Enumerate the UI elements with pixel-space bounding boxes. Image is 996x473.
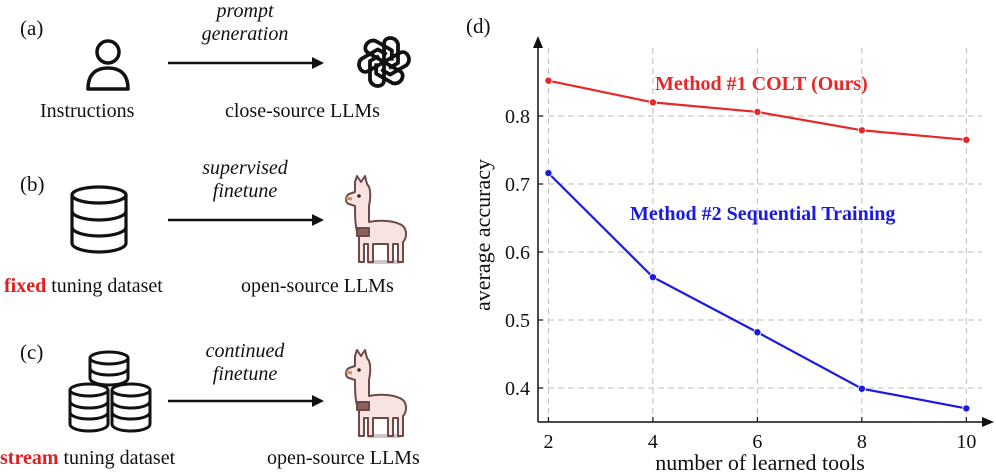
database-stack-icon bbox=[68, 350, 152, 433]
panel-b-arrow-text-line2: finetune bbox=[212, 180, 278, 202]
data-point bbox=[544, 76, 553, 85]
x-tick-label: 4 bbox=[648, 431, 658, 453]
y-axis-arrowhead bbox=[533, 36, 543, 48]
data-point bbox=[753, 107, 762, 116]
panel-a-arrow-text-line2: generation bbox=[201, 23, 289, 45]
panel-c-arrow-text-line1: continued bbox=[205, 340, 285, 362]
y-tick-label: 0.5 bbox=[505, 310, 530, 332]
data-point bbox=[648, 98, 657, 107]
y-tick-label: 0.8 bbox=[505, 106, 530, 128]
y-tick-label: 0.6 bbox=[505, 242, 530, 264]
panel-b-right-caption: open-source LLMs bbox=[241, 275, 394, 297]
panel-b-label: (b) bbox=[20, 172, 45, 196]
openai-logo-icon bbox=[354, 35, 414, 89]
llama-icon bbox=[345, 175, 407, 264]
llama-icon bbox=[345, 349, 407, 438]
panel-c-left-caption: stream tuning dataset bbox=[0, 447, 175, 470]
panel-a-arrow-text: prompt generation bbox=[170, 0, 320, 46]
y-axis-label: average accuracy bbox=[470, 159, 495, 311]
database-icon bbox=[70, 185, 128, 254]
x-tick-label: 2 bbox=[543, 431, 553, 453]
series-label: Method #1 COLT (Ours) bbox=[655, 73, 868, 95]
panel-b-caption-highlight: fixed bbox=[4, 275, 47, 297]
data-point bbox=[962, 404, 971, 413]
panel-c-arrow-text: continued finetune bbox=[170, 340, 320, 386]
data-point bbox=[648, 273, 657, 282]
panel-b-arrow-text: supervised finetune bbox=[170, 157, 320, 203]
panel-b-arrow bbox=[168, 214, 324, 226]
y-tick-label: 0.4 bbox=[505, 378, 530, 400]
panel-a-left-caption: Instructions bbox=[40, 100, 135, 122]
series-label: Method #2 Sequential Training bbox=[630, 203, 895, 225]
panel-a-right-caption: close-source LLMs bbox=[225, 100, 380, 122]
user-icon bbox=[86, 39, 130, 91]
data-point bbox=[857, 126, 866, 135]
panel-a-label: (a) bbox=[20, 16, 44, 40]
panel-c-right-caption: open-source LLMs bbox=[267, 447, 420, 469]
y-tick-label: 0.7 bbox=[505, 174, 530, 196]
data-point bbox=[962, 135, 971, 144]
panel-b-caption-rest: tuning dataset bbox=[46, 275, 163, 297]
x-tick-label: 6 bbox=[752, 431, 762, 453]
panel-c-caption-rest: tuning dataset bbox=[58, 447, 176, 469]
data-point bbox=[857, 384, 866, 393]
panel-a-arrow-text-line1: prompt bbox=[216, 0, 274, 22]
panel-d-label: (d) bbox=[466, 14, 491, 38]
panel-a-arrow bbox=[168, 57, 324, 69]
panel-c-arrow-text-line2: finetune bbox=[212, 363, 278, 385]
panel-c-caption-highlight: stream bbox=[0, 447, 59, 469]
data-point bbox=[753, 328, 762, 337]
panel-c-label: (c) bbox=[20, 340, 44, 364]
x-tick-label: 8 bbox=[857, 431, 867, 453]
panel-c-arrow bbox=[168, 395, 324, 407]
data-point bbox=[544, 169, 553, 178]
panel-b-arrow-text-line1: supervised bbox=[202, 157, 288, 179]
panel-b-left-caption: fixed tuning dataset bbox=[4, 275, 163, 298]
x-axis-arrowhead bbox=[982, 417, 994, 427]
x-axis-label: number of learned tools bbox=[655, 450, 865, 473]
x-tick-label: 10 bbox=[956, 431, 976, 453]
